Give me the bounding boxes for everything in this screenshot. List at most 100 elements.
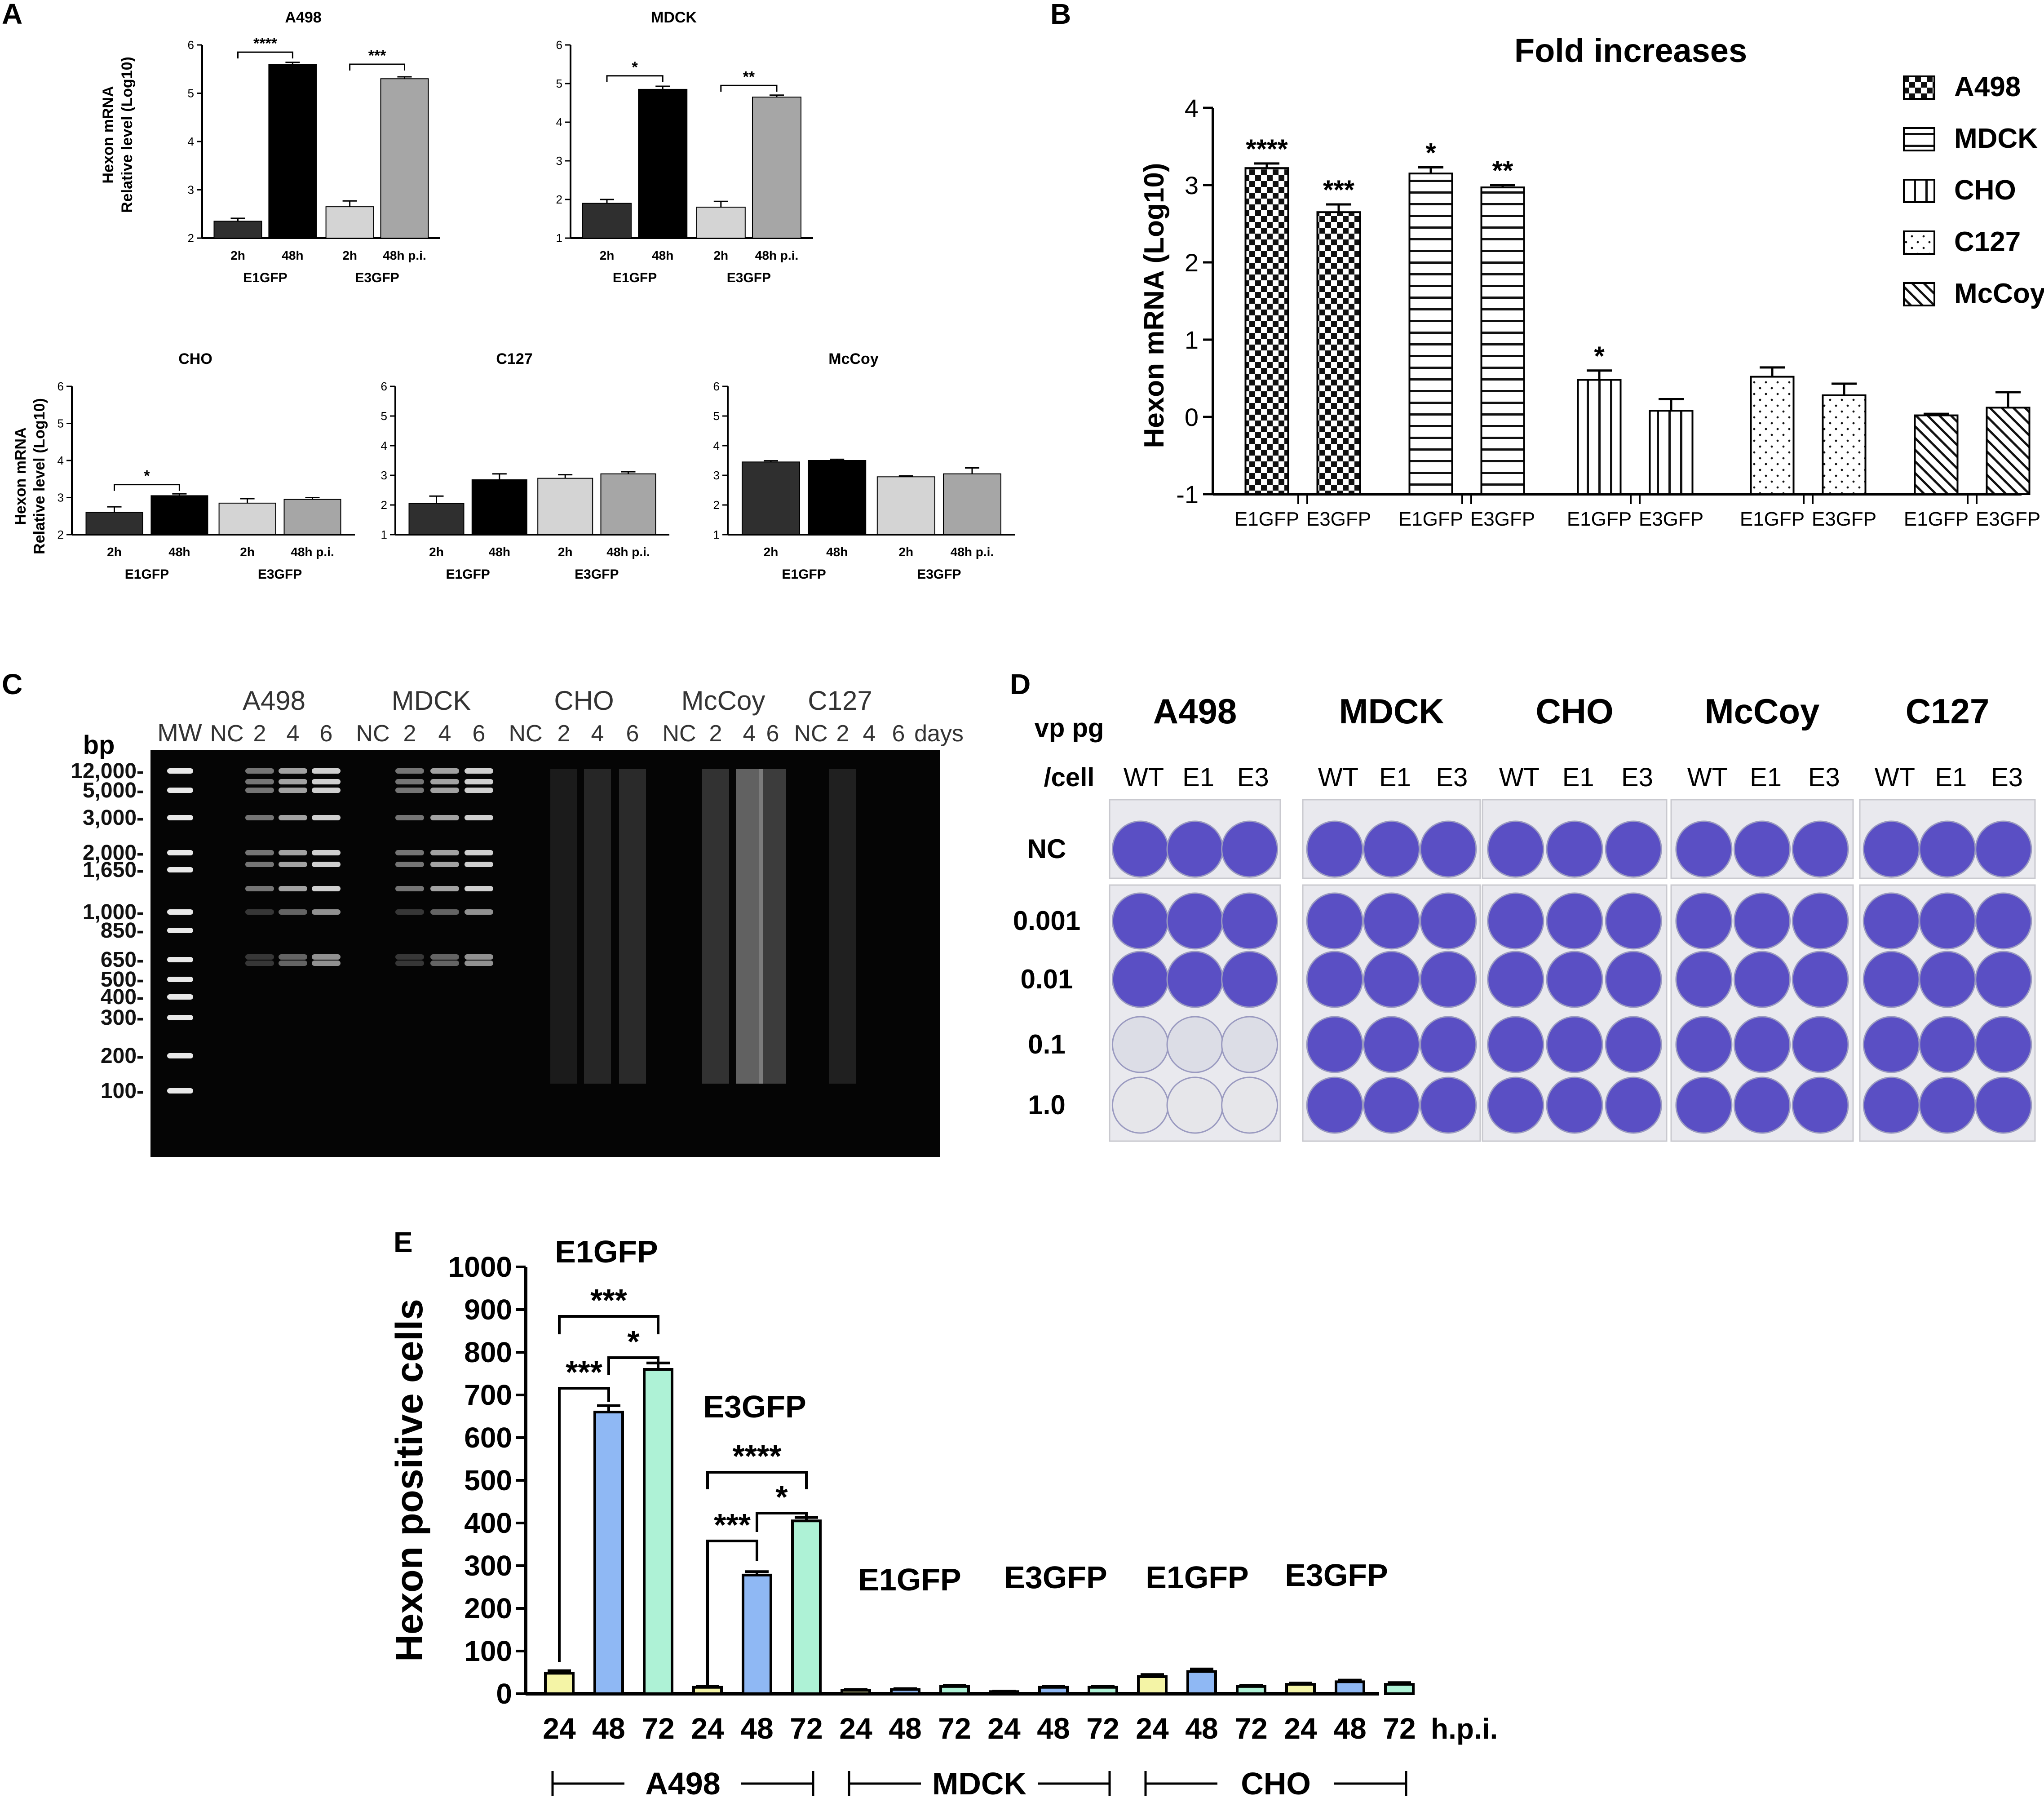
x-tick-label: 2h bbox=[240, 545, 255, 559]
gel-bp-label: bp bbox=[83, 731, 115, 760]
gel-smear bbox=[702, 769, 729, 1084]
y-tick-label: 3 bbox=[556, 154, 562, 168]
gel-sample-band bbox=[395, 954, 424, 960]
plate-row-header-1: vp pg bbox=[1035, 713, 1104, 743]
plate-well bbox=[1675, 820, 1733, 878]
bar-mccoy bbox=[1986, 407, 2031, 495]
sig-label: * bbox=[1425, 137, 1436, 168]
plate-well bbox=[1363, 951, 1420, 1008]
plate-well bbox=[1975, 820, 2032, 878]
plate-column-label: E3 bbox=[1237, 763, 1269, 792]
e1-mid-label: * bbox=[627, 1324, 640, 1359]
plate-well bbox=[1863, 820, 1920, 878]
x-tick-label: 2h bbox=[107, 545, 122, 559]
gel-day-label: 4 bbox=[287, 721, 300, 747]
gel-sample-band bbox=[430, 788, 459, 793]
group-label: E3GFP bbox=[258, 567, 302, 582]
sig-label: *** bbox=[1323, 175, 1355, 205]
x-tick-label: 2h bbox=[898, 545, 913, 559]
panel-e-hexon-cells: 0 100 200 300 400 500 600 700 800 900 1000 Hexon po… bbox=[388, 1234, 1498, 1797]
chart-title: C127 bbox=[496, 350, 532, 367]
plate-well bbox=[1975, 1076, 2032, 1134]
gel-day-label: 4 bbox=[863, 721, 876, 747]
gel-day-label: 4 bbox=[591, 721, 604, 747]
legend-label-mccoy: McCoy bbox=[1954, 278, 2044, 309]
x-tick-label: 2h bbox=[429, 545, 444, 559]
bar-cho bbox=[1285, 1683, 1316, 1695]
panel-a-chart-cho: CHO 2 3 4 5 6 2h 48h 2h 48h p.i. E1GFP E3GFP * bbox=[58, 350, 355, 582]
gel-ladder-band bbox=[167, 909, 193, 915]
gel-sample-band bbox=[245, 850, 274, 855]
group-label: E3GFP bbox=[355, 270, 399, 285]
y-tick-label: 2 bbox=[58, 528, 64, 541]
plate-well bbox=[1734, 892, 1791, 950]
y-tick-label: 1 bbox=[556, 231, 562, 245]
gel-sample-band bbox=[279, 961, 307, 966]
sig-label: ** bbox=[1492, 155, 1513, 186]
group-label: E3GFP bbox=[727, 270, 771, 285]
gel-sample-band bbox=[395, 850, 424, 855]
bar bbox=[537, 478, 593, 535]
x-tick-label: 24 bbox=[543, 1712, 576, 1745]
cell-label: MDCK bbox=[932, 1766, 1026, 1797]
y-tick-label: 3 bbox=[381, 469, 387, 482]
y-tick-label: 3 bbox=[188, 183, 194, 197]
sig-label: *** bbox=[368, 47, 386, 64]
bar bbox=[600, 473, 656, 535]
gel-sample-band bbox=[312, 815, 341, 820]
bar-mdck bbox=[1408, 173, 1453, 495]
gel-sample-band bbox=[430, 779, 459, 784]
legend-swatch-cho bbox=[1903, 179, 1935, 203]
y-tick-label: 5 bbox=[556, 77, 562, 90]
plate-column-label: WT bbox=[1687, 763, 1728, 792]
gel-sample-band bbox=[430, 961, 459, 966]
plate-well bbox=[1221, 820, 1279, 878]
bar-cho bbox=[1649, 410, 1694, 495]
x-tick-label: E1GFP bbox=[1567, 508, 1632, 530]
panel-letter-c: C bbox=[2, 668, 23, 700]
legend-swatch-mdck bbox=[1903, 127, 1935, 151]
y-tick-label: 5 bbox=[188, 87, 194, 100]
gel-sample-band bbox=[312, 886, 341, 891]
plate-well bbox=[1363, 820, 1420, 878]
sig-label: ** bbox=[743, 68, 755, 85]
x-tick-label: 48h p.i. bbox=[606, 545, 650, 559]
ylabel-line1: Hexon mRNA bbox=[100, 86, 117, 183]
plate-well bbox=[1166, 1016, 1224, 1073]
gel-day-label: 2 bbox=[253, 721, 266, 747]
x-tick-label: 48h p.i. bbox=[291, 545, 334, 559]
plate-cell-label: CHO bbox=[1535, 691, 1613, 731]
gel-sample-band bbox=[245, 886, 274, 891]
sig-bracket bbox=[349, 63, 405, 71]
gel-ladder-band bbox=[167, 1015, 193, 1020]
bar-a498 bbox=[742, 1573, 772, 1696]
gel-sample-band bbox=[465, 815, 493, 820]
x-tick-label: 24 bbox=[987, 1712, 1021, 1745]
plate-well bbox=[1306, 951, 1363, 1008]
bar bbox=[638, 89, 688, 239]
plate-row-label: 0.1 bbox=[1028, 1029, 1065, 1059]
y-tick-label: 100 bbox=[464, 1635, 512, 1667]
plate-well bbox=[1792, 1076, 1849, 1134]
plate-well bbox=[1919, 820, 1976, 878]
gel-sample-band bbox=[395, 815, 424, 820]
chart-title: MDCK bbox=[651, 9, 697, 26]
plate-column-label: WT bbox=[1124, 763, 1164, 792]
ylabel-group: Hexon positive cells bbox=[388, 1299, 430, 1662]
bar-cho bbox=[1335, 1680, 1365, 1696]
y-tick-label: 4 bbox=[556, 115, 562, 129]
bar bbox=[218, 502, 276, 535]
x-tick-label: 2h bbox=[558, 545, 573, 559]
plate-well bbox=[1605, 892, 1662, 950]
plate-well bbox=[1919, 951, 1976, 1008]
plate-well bbox=[1675, 892, 1733, 950]
gel-sample-band bbox=[465, 909, 493, 915]
plate-well bbox=[1546, 820, 1603, 878]
gel-sample-band bbox=[245, 909, 274, 915]
bar bbox=[876, 476, 935, 536]
gel-smear bbox=[759, 769, 786, 1084]
gel-sample-band bbox=[395, 779, 424, 784]
bar-mdck bbox=[841, 1689, 871, 1696]
bar bbox=[408, 503, 465, 535]
